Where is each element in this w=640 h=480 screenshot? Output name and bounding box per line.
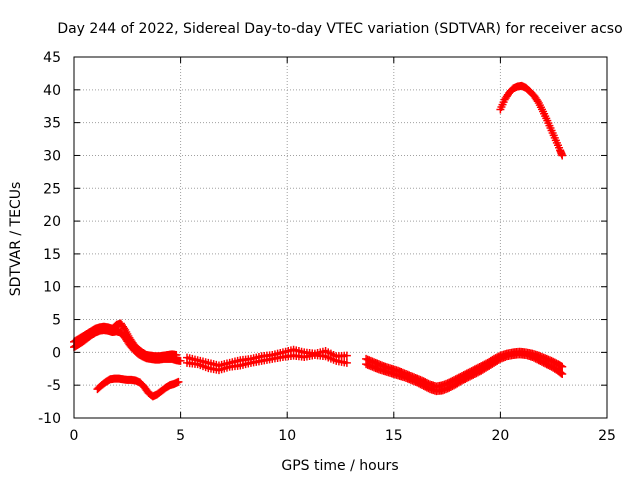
series-track-3 [93,374,183,401]
series-track-5 [182,345,351,370]
x-tick-label: 10 [278,428,296,444]
x-tick-label: 20 [491,428,509,444]
y-tick-label: 35 [43,116,61,132]
data-point [174,377,183,386]
y-tick-label: 15 [43,247,61,263]
y-tick-label: 25 [43,181,61,197]
x-tick-label: 25 [598,428,616,444]
series-track-2 [70,319,181,361]
data-point [342,351,351,360]
data-point [558,370,567,379]
y-tick-label: 20 [43,214,61,230]
grid-lines [74,57,607,418]
y-tick-label: 10 [43,280,61,296]
x-axis-label: GPS time / hours [281,458,398,474]
x-tick-label: 0 [70,428,79,444]
chart-title: Day 244 of 2022, Sidereal Day-to-day VTE… [57,21,622,37]
y-tick-label: -5 [47,378,61,394]
data-markers [70,81,567,401]
data-point [557,369,566,378]
data-point [558,362,567,371]
y-tick-label: 45 [43,50,61,66]
data-point [176,356,185,365]
y-tick-label: 30 [43,148,61,164]
y-tick-label: 0 [52,345,61,361]
y-tick-label: 5 [52,313,61,329]
x-tick-label: 5 [176,428,185,444]
x-tick-label: 15 [385,428,403,444]
data-point [342,358,351,367]
series-track-8 [496,81,567,160]
y-axis-label: SDTVAR / TECUs [8,182,24,297]
y-tick-label: 40 [43,83,61,99]
series-track-7 [362,347,567,391]
plot-frame [73,56,608,419]
data-point [172,350,181,359]
y-tick-label: -10 [38,411,61,427]
data-point [558,151,567,160]
axis-ticks: 0 5 10 15 20 25 -10 -5 0 5 10 15 20 25 30 35 40 45 [38,50,616,444]
